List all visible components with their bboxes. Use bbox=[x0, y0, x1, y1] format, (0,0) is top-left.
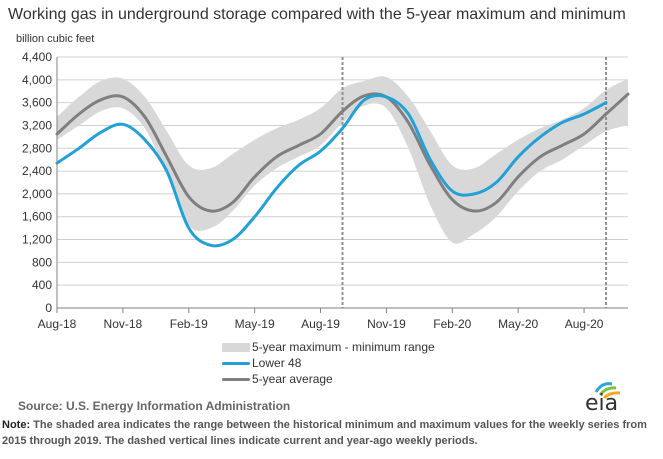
legend-item-range: 5-year maximum - minimum range bbox=[222, 339, 435, 355]
y-tick-label: 1,200 bbox=[22, 233, 52, 247]
series-lines bbox=[55, 92, 630, 248]
x-tick-label: Nov-19 bbox=[367, 317, 406, 331]
note-text: Note: The shaded area indicates the rang… bbox=[2, 417, 657, 449]
series-line-5yr-average bbox=[55, 92, 630, 213]
x-tick-label: Aug-20 bbox=[565, 317, 604, 331]
legend-swatch-lower48 bbox=[222, 361, 250, 365]
y-tick-label: 2,400 bbox=[22, 164, 52, 178]
y-tick-label: 2,000 bbox=[22, 187, 52, 201]
y-tick-labels: 0 400 800 1,200 1,600 2,000 2,400 2,800 3,200 3,6… bbox=[22, 50, 52, 315]
legend-label-lower48: Lower 48 bbox=[252, 356, 302, 370]
y-tick-label: 1,600 bbox=[22, 210, 52, 224]
y-tick-label: 2,800 bbox=[22, 141, 52, 155]
y-tick-label: 800 bbox=[32, 255, 52, 269]
y-tick-label: 400 bbox=[32, 278, 52, 292]
x-tick-label: May-20 bbox=[498, 317, 538, 331]
x-tick-label: Aug-19 bbox=[301, 317, 340, 331]
chart-plot-area: 0 400 800 1,200 1,600 2,000 2,400 2,800 3,200 3,6… bbox=[22, 50, 630, 331]
x-tick-labels: Aug-18 Nov-18 Feb-19 May-19 Aug-19 Nov-19 Feb-… bbox=[38, 317, 604, 331]
note-label: Note: bbox=[2, 419, 31, 431]
x-tick-label: Nov-18 bbox=[104, 317, 143, 331]
eia-logo-icon bbox=[594, 382, 621, 400]
y-tick-label: 0 bbox=[45, 301, 52, 315]
legend-label-range: 5-year maximum - minimum range bbox=[252, 340, 435, 354]
y-tick-label: 3,600 bbox=[22, 96, 52, 110]
legend-label-avg: 5-year average bbox=[252, 372, 333, 386]
y-tick-label: 4,000 bbox=[22, 73, 52, 87]
y-axis-label: billion cubic feet bbox=[16, 33, 95, 45]
y-tick-label: 3,200 bbox=[22, 118, 52, 132]
legend-swatch-avg bbox=[222, 377, 250, 381]
range-band-layer bbox=[57, 76, 628, 244]
dashed-period-lines bbox=[341, 57, 608, 308]
legend-swatch-range bbox=[222, 342, 250, 352]
x-tick-label: Feb-20 bbox=[433, 317, 471, 331]
legend: 5-year maximum - minimum range Lower 48 … bbox=[222, 339, 435, 387]
axes bbox=[56, 57, 628, 313]
series-line-lower48 bbox=[55, 93, 608, 248]
chart-title: Working gas in underground storage compa… bbox=[8, 6, 626, 23]
source-text: Source: U.S. Energy Information Administ… bbox=[18, 399, 291, 413]
legend-item-lower48: Lower 48 bbox=[222, 355, 435, 371]
y-tick-label: 4,400 bbox=[22, 50, 52, 64]
x-tick-label: Aug-18 bbox=[38, 317, 77, 331]
eia-logo-text: eia bbox=[585, 391, 619, 416]
x-tick-label: Feb-19 bbox=[170, 317, 208, 331]
legend-item-avg: 5-year average bbox=[222, 371, 435, 387]
range-band bbox=[57, 76, 628, 244]
x-tick-label: May-19 bbox=[235, 317, 275, 331]
note-body: The shaded area indicates the range betw… bbox=[2, 419, 647, 447]
